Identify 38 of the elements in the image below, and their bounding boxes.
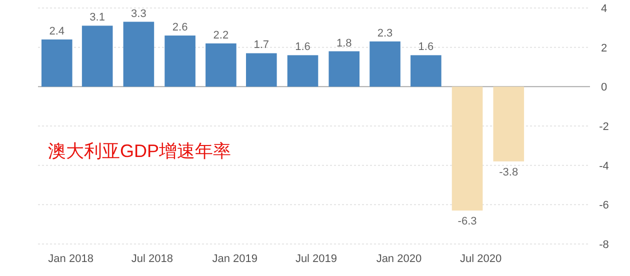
- bar: [246, 53, 277, 87]
- y-tick-label: -2: [599, 121, 609, 133]
- data-label: 3.1: [90, 12, 105, 24]
- data-label: 2.6: [172, 22, 188, 34]
- y-tick-label: 2: [600, 42, 608, 54]
- y-tick-label: -8: [599, 239, 609, 251]
- data-label: 2.2: [213, 29, 229, 42]
- bar: [123, 22, 154, 87]
- bar: [493, 86, 524, 162]
- data-label: 1.6: [418, 41, 434, 54]
- bar: [287, 55, 318, 87]
- y-tick-label: -4: [599, 160, 609, 172]
- y-tick-label: -6: [599, 200, 609, 212]
- y-tick-label: 4: [600, 3, 608, 15]
- data-label: 2.4: [49, 25, 65, 38]
- x-tick-label: Jul 2018: [131, 253, 173, 265]
- data-label: -3.8: [499, 166, 518, 178]
- bar: [41, 39, 72, 87]
- bar: [328, 51, 360, 87]
- x-tick-label: Jan 2019: [212, 253, 258, 265]
- bar: [452, 86, 483, 211]
- y-tick-label: 0: [600, 82, 608, 94]
- data-label: 2.3: [377, 27, 393, 40]
- x-tick-label: Jan 2018: [48, 253, 94, 265]
- bar: [164, 36, 196, 87]
- x-tick-label: Jul 2020: [460, 253, 502, 265]
- data-label: 1.6: [295, 41, 310, 54]
- bar: [410, 55, 442, 87]
- data-label: 1.8: [336, 37, 352, 50]
- x-tick-label: Jul 2019: [295, 253, 338, 265]
- bar: [206, 43, 236, 87]
- bar: [370, 41, 400, 87]
- data-label: 3.3: [131, 8, 146, 20]
- bar: [82, 26, 113, 87]
- data-label: 1.7: [254, 39, 270, 52]
- data-label: -6.3: [458, 216, 477, 228]
- annotation: 澳大利亚GDP增速年率: [48, 141, 232, 161]
- x-tick-label: Jan 2020: [376, 253, 422, 265]
